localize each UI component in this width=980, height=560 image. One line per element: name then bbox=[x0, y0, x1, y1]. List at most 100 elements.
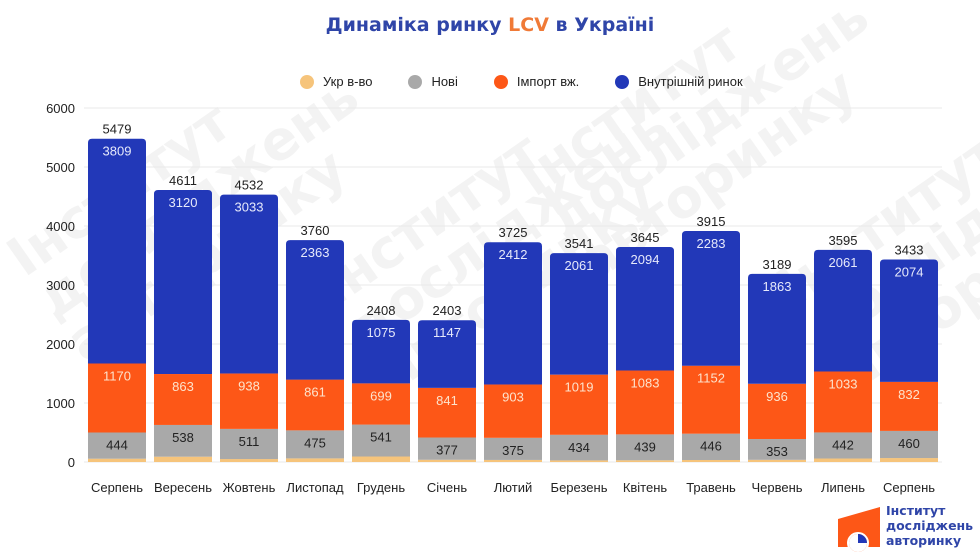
logo: Інститут досліджень авторинку bbox=[836, 503, 976, 555]
data-label-novi: 538 bbox=[172, 430, 194, 445]
bar-segment-domestic bbox=[748, 273, 806, 384]
bar-segment-ukr bbox=[550, 460, 608, 462]
x-tick-label: Вересень bbox=[154, 480, 212, 495]
data-label-import: 936 bbox=[766, 389, 788, 404]
data-label-novi: 439 bbox=[634, 439, 656, 454]
data-label-domestic: 2061 bbox=[565, 258, 594, 273]
data-label-domestic: 1863 bbox=[763, 279, 792, 294]
bar-segment-ukr bbox=[154, 456, 212, 462]
y-tick-label: 5000 bbox=[46, 160, 75, 175]
bar-segment-domestic bbox=[814, 249, 872, 372]
bar-segment-import bbox=[616, 370, 674, 435]
data-label-domestic: 2074 bbox=[895, 264, 924, 279]
bar-segment-domestic bbox=[286, 240, 344, 380]
legend-item-novi[interactable]: Нові bbox=[408, 74, 458, 89]
bar-segment-import bbox=[880, 381, 938, 431]
logo-text: Інститут досліджень авторинку bbox=[886, 503, 973, 548]
x-tick-label: Серпень bbox=[91, 480, 143, 495]
logo-line: досліджень bbox=[886, 518, 974, 533]
data-label-domestic: 2061 bbox=[829, 255, 858, 270]
x-tick-label: Липень bbox=[821, 480, 865, 495]
bar-segment-import bbox=[88, 363, 146, 433]
total-label: 3645 bbox=[631, 230, 660, 245]
x-tick-label: Травень bbox=[686, 480, 736, 495]
data-label-novi: 434 bbox=[568, 440, 590, 455]
bar-segment-ukr bbox=[88, 458, 146, 462]
y-tick-label: 4000 bbox=[46, 219, 75, 234]
data-label-import: 699 bbox=[370, 388, 392, 403]
legend-item-import[interactable]: Імпорт вж. bbox=[493, 74, 580, 89]
bar-segment-domestic bbox=[154, 189, 212, 375]
data-label-novi: 375 bbox=[502, 443, 524, 458]
legend-dot-icon bbox=[408, 74, 423, 89]
x-tick-label: Червень bbox=[751, 480, 802, 495]
bar-segment-import bbox=[154, 374, 212, 425]
data-label-domestic: 3120 bbox=[169, 195, 198, 210]
data-label-domestic: 2283 bbox=[697, 236, 726, 251]
data-label-novi: 377 bbox=[436, 443, 458, 458]
total-label: 3541 bbox=[565, 236, 594, 251]
bar-segment-novi bbox=[748, 438, 806, 460]
total-label: 2408 bbox=[367, 303, 396, 318]
logo-icon bbox=[838, 507, 880, 554]
bar-segment-import bbox=[550, 374, 608, 435]
data-label-novi: 511 bbox=[239, 434, 260, 449]
total-label: 5479 bbox=[103, 122, 132, 137]
data-label-import: 938 bbox=[238, 379, 260, 394]
legend-dot-icon bbox=[615, 74, 630, 89]
total-label: 4611 bbox=[169, 173, 197, 188]
total-label: 3760 bbox=[301, 223, 330, 238]
y-tick-label: 1000 bbox=[46, 396, 75, 411]
data-label-novi: 442 bbox=[832, 437, 854, 452]
x-tick-label: Листопад bbox=[286, 480, 344, 495]
data-label-novi: 541 bbox=[370, 430, 392, 445]
y-tick-label: 3000 bbox=[46, 278, 75, 293]
data-label-domestic: 2094 bbox=[631, 252, 660, 267]
bar-segment-novi bbox=[88, 432, 146, 459]
legend-item-domestic[interactable]: Внутрішній ринок bbox=[615, 74, 743, 89]
bar-segment-ukr bbox=[682, 459, 740, 462]
bar-segment-ukr bbox=[484, 459, 542, 462]
bar-segment-domestic bbox=[88, 138, 146, 364]
x-tick-label: Березень bbox=[551, 480, 608, 495]
bar-segment-import bbox=[814, 371, 872, 433]
bar-segment-novi bbox=[220, 428, 278, 460]
bar-segment-domestic bbox=[418, 320, 476, 388]
data-label-novi: 444 bbox=[106, 438, 128, 453]
data-label-import: 1083 bbox=[631, 375, 660, 390]
title-accent: LCV bbox=[508, 14, 549, 36]
legend-label: Імпорт вж. bbox=[516, 74, 580, 89]
bar-segment-novi bbox=[286, 430, 344, 459]
data-label-domestic: 1075 bbox=[367, 325, 396, 340]
data-label-novi: 460 bbox=[898, 436, 920, 451]
bar-segment-domestic bbox=[682, 231, 740, 366]
total-label: 3433 bbox=[895, 242, 924, 257]
data-label-novi: 475 bbox=[304, 435, 326, 450]
data-label-import: 1152 bbox=[697, 371, 725, 386]
bar-segment-ukr bbox=[220, 459, 278, 462]
legend-item-ukr[interactable]: Укр в-во bbox=[300, 74, 372, 89]
total-label: 2403 bbox=[433, 303, 462, 318]
data-label-import: 863 bbox=[172, 379, 194, 394]
bar-segment-ukr bbox=[616, 460, 674, 462]
total-label: 3725 bbox=[499, 225, 528, 240]
logo-line: Інститут bbox=[886, 503, 946, 518]
bar-segment-ukr bbox=[880, 458, 938, 462]
bar-segment-novi bbox=[550, 434, 608, 461]
x-tick-label: Квітень bbox=[623, 480, 668, 495]
x-tick-label: Жовтень bbox=[223, 480, 276, 495]
data-label-import: 1033 bbox=[829, 376, 858, 391]
data-label-novi: 446 bbox=[700, 439, 722, 454]
total-label: 4532 bbox=[235, 178, 264, 193]
y-tick-label: 2000 bbox=[46, 337, 75, 352]
data-label-import: 903 bbox=[502, 390, 524, 405]
data-label-domestic: 2363 bbox=[301, 245, 330, 260]
data-label-domestic: 2412 bbox=[499, 247, 528, 262]
bar-segment-import bbox=[418, 387, 476, 438]
logo-line: авторинку bbox=[886, 533, 962, 548]
x-tick-label: Січень bbox=[427, 480, 467, 495]
data-label-import: 841 bbox=[436, 393, 458, 408]
legend: Укр в-во Нові Імпорт вж. Внутрішній рино… bbox=[300, 74, 743, 89]
bar-segment-novi bbox=[880, 430, 938, 459]
